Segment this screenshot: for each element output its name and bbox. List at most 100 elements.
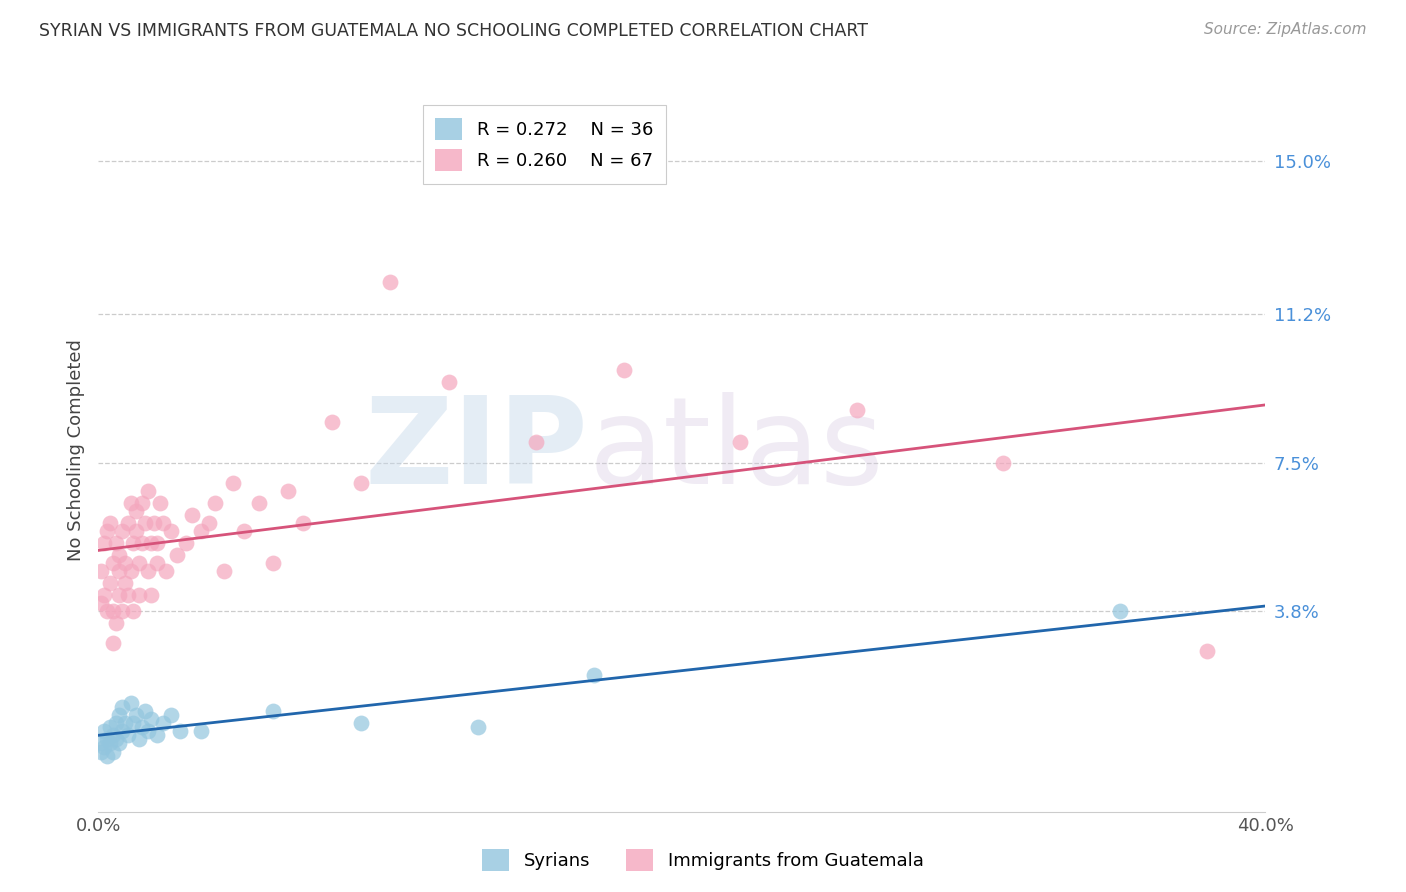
Point (90, 564, 112, 578)
Point (136, 724, 159, 739)
Point (846, 403, 869, 417)
Point (204, 496, 226, 510)
Point (190, 724, 212, 739)
Text: SYRIAN VS IMMIGRANTS FROM GUATEMALA NO SCHOOLING COMPLETED CORRELATION CHART: SYRIAN VS IMMIGRANTS FROM GUATEMALA NO S… (39, 22, 869, 40)
Point (96, 524, 118, 538)
Point (128, 556, 150, 570)
Point (1195, 644, 1218, 658)
Text: atlas: atlas (589, 392, 884, 509)
Point (350, 716, 373, 731)
Point (128, 732, 150, 747)
Point (198, 516, 221, 530)
Point (233, 524, 256, 538)
Point (93, 588, 115, 602)
Text: Source: ZipAtlas.com: Source: ZipAtlas.com (1204, 22, 1367, 37)
Point (96, 604, 118, 618)
Point (93, 724, 115, 739)
Point (131, 496, 153, 510)
Point (108, 564, 131, 578)
Point (108, 708, 131, 723)
Point (1108, 604, 1130, 618)
Point (104, 535, 127, 549)
Point (166, 548, 188, 562)
Point (122, 604, 145, 618)
Point (152, 516, 174, 530)
Point (139, 535, 162, 549)
Point (136, 483, 159, 498)
Point (221, 475, 243, 490)
Point (114, 716, 136, 731)
Point (730, 435, 752, 450)
Point (101, 744, 124, 758)
Point (98, 516, 121, 530)
Point (120, 697, 142, 711)
Legend: R = 0.272    N = 36, R = 0.260    N = 67: R = 0.272 N = 36, R = 0.260 N = 67 (423, 105, 665, 184)
Point (104, 716, 127, 731)
Point (139, 588, 162, 602)
Point (125, 503, 148, 517)
Point (104, 615, 127, 630)
Point (120, 564, 142, 578)
Point (93, 740, 115, 755)
Point (991, 456, 1014, 470)
Point (101, 556, 124, 570)
Point (96, 732, 118, 747)
Point (111, 524, 134, 538)
Point (111, 724, 134, 739)
Point (350, 475, 373, 490)
Point (134, 705, 156, 719)
Point (247, 496, 270, 510)
Point (117, 588, 139, 602)
Point (134, 516, 156, 530)
Point (117, 516, 139, 530)
Point (108, 548, 131, 562)
Point (136, 564, 159, 578)
Point (180, 508, 202, 522)
Point (93, 535, 115, 549)
Point (212, 564, 235, 578)
Point (160, 708, 183, 723)
Point (104, 732, 127, 747)
Point (122, 535, 145, 549)
Point (139, 712, 162, 726)
Point (108, 737, 131, 751)
Point (149, 496, 172, 510)
Point (152, 716, 174, 731)
Point (111, 700, 134, 714)
Point (142, 516, 165, 530)
Point (90, 737, 112, 751)
Point (262, 556, 284, 570)
Point (98, 576, 121, 591)
Point (120, 496, 142, 510)
Point (612, 363, 634, 377)
Point (98, 721, 121, 735)
Point (146, 728, 169, 742)
Point (114, 556, 136, 570)
Point (111, 604, 134, 618)
Point (131, 721, 153, 735)
Legend: Syrians, Immigrants from Guatemala: Syrians, Immigrants from Guatemala (475, 842, 931, 879)
Point (98, 737, 121, 751)
Point (190, 524, 212, 538)
Point (108, 588, 131, 602)
Point (583, 668, 606, 682)
Point (155, 564, 177, 578)
Point (321, 416, 343, 430)
Point (174, 535, 197, 549)
Point (380, 275, 402, 289)
Point (117, 728, 139, 742)
Point (90, 596, 112, 610)
Point (125, 708, 148, 723)
Point (122, 716, 145, 731)
Point (131, 535, 153, 549)
Point (524, 435, 547, 450)
Text: ZIP: ZIP (364, 392, 589, 509)
Point (101, 728, 124, 742)
Point (169, 724, 191, 739)
Point (101, 604, 124, 618)
Point (114, 576, 136, 591)
Point (277, 483, 299, 498)
Point (467, 721, 489, 735)
Point (437, 376, 460, 390)
Point (128, 588, 150, 602)
